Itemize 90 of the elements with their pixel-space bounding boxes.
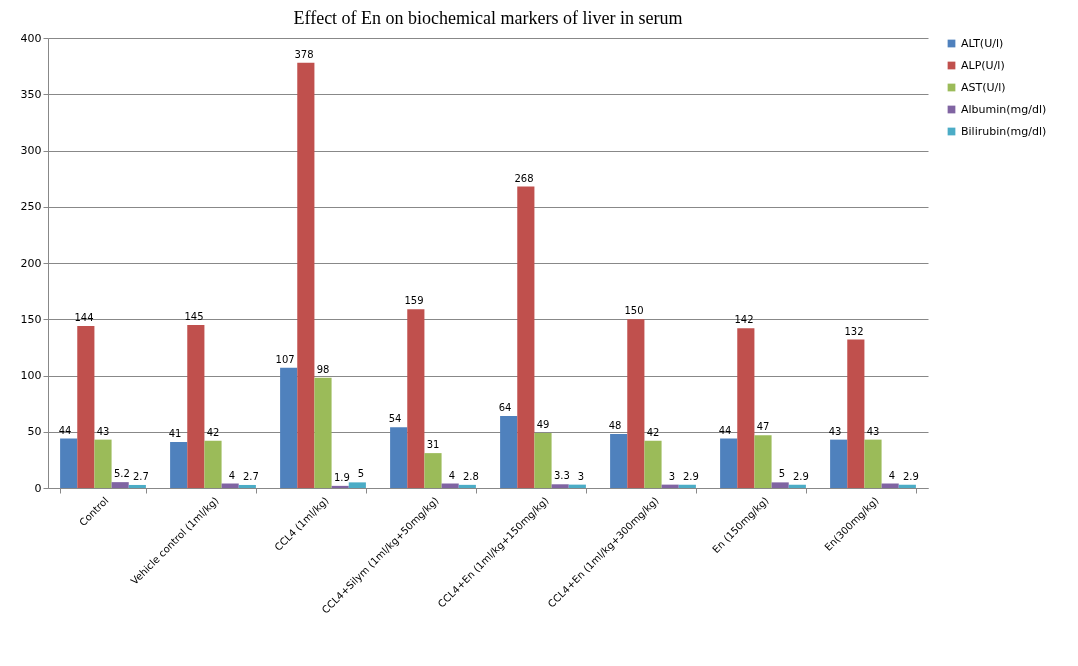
bar	[204, 440, 222, 488]
bar	[331, 485, 349, 488]
legend-label: AST(U/l)	[961, 80, 1006, 94]
data-label: 159	[404, 295, 424, 307]
data-label: 145	[184, 310, 204, 322]
y-tick-label: 300	[20, 144, 42, 157]
data-label: 42	[206, 426, 220, 438]
bar	[390, 427, 408, 488]
data-label: 42	[646, 426, 660, 438]
data-label: 2.9	[902, 470, 919, 482]
data-label: 5.2	[114, 468, 130, 480]
bar	[517, 186, 535, 488]
y-tick-label: 200	[20, 256, 42, 270]
y-tick-label: 250	[20, 200, 42, 214]
bar	[407, 309, 425, 488]
data-label: 144	[74, 312, 94, 323]
data-label: 98	[316, 363, 330, 375]
legend-label: ALP(U/l)	[961, 58, 1005, 72]
data-label: 2.7	[242, 470, 259, 482]
data-label: 54	[388, 413, 402, 425]
bar	[94, 439, 112, 488]
chart-title: Effect of En on biochemical markers of liver in serum	[293, 8, 683, 28]
data-label: 2.9	[792, 470, 809, 482]
bar	[280, 367, 298, 488]
bar	[754, 435, 772, 488]
data-label: 3	[577, 470, 585, 482]
data-label: 44	[58, 424, 72, 436]
bar	[77, 326, 95, 488]
bar	[187, 324, 205, 488]
data-label: 47	[756, 421, 770, 433]
bar	[644, 440, 662, 488]
data-label: 5	[778, 468, 786, 480]
bar	[170, 441, 188, 488]
data-label: 43	[828, 425, 842, 437]
bar	[771, 482, 789, 488]
legend-label: ALT(U/l)	[961, 36, 1004, 50]
data-label: 43	[866, 425, 880, 437]
bar	[128, 484, 146, 488]
bar	[720, 438, 738, 488]
data-label: 268	[514, 172, 534, 184]
bar	[551, 484, 569, 488]
y-tick-label: 150	[20, 312, 42, 326]
data-label: 49	[536, 418, 550, 430]
bar	[830, 439, 848, 488]
bar	[348, 482, 366, 488]
bar	[610, 434, 628, 488]
bar	[627, 319, 645, 488]
data-label: 150	[624, 305, 644, 317]
data-label: 107	[275, 353, 295, 365]
data-label: 132	[844, 325, 864, 337]
data-label: 43	[96, 425, 110, 437]
data-label: 5	[357, 468, 365, 480]
y-tick-label: 100	[20, 369, 42, 382]
data-label: 2.8	[462, 470, 479, 482]
bar	[788, 484, 806, 488]
bar	[111, 482, 129, 488]
bar	[314, 377, 332, 488]
data-label: 44	[718, 424, 732, 436]
data-label: 48	[608, 420, 622, 431]
bar	[238, 484, 256, 488]
data-label: 2.7	[132, 470, 149, 482]
data-label: 41	[168, 427, 182, 439]
bar	[297, 62, 315, 488]
bar	[458, 484, 476, 488]
legend-label: Albumin(mg/dl)	[961, 102, 1047, 116]
data-label: 2.9	[682, 470, 699, 482]
data-label: 31	[426, 439, 440, 451]
bar	[60, 438, 78, 488]
data-label: 4	[888, 469, 896, 481]
bar	[898, 484, 916, 488]
bar	[500, 416, 518, 488]
data-label: 378	[294, 48, 314, 60]
y-tick-label: 50	[27, 425, 42, 439]
data-label: 142	[734, 314, 754, 326]
y-tick-label: 350	[20, 87, 42, 101]
data-label: 3.3	[554, 470, 570, 482]
data-label: 3	[668, 470, 676, 482]
data-label: 4	[448, 469, 456, 481]
y-tick-label: 0	[34, 481, 42, 495]
bar	[737, 328, 755, 488]
bar	[424, 453, 442, 488]
bar	[534, 432, 552, 488]
data-label: 64	[498, 402, 512, 413]
legend-label: Bilirubin(mg/dl)	[961, 124, 1047, 138]
data-label: 1.9	[334, 471, 350, 483]
bar	[864, 439, 882, 488]
y-tick-label: 400	[20, 31, 42, 45]
data-label: 4	[228, 469, 236, 481]
bar	[847, 339, 865, 488]
bar	[678, 484, 696, 488]
